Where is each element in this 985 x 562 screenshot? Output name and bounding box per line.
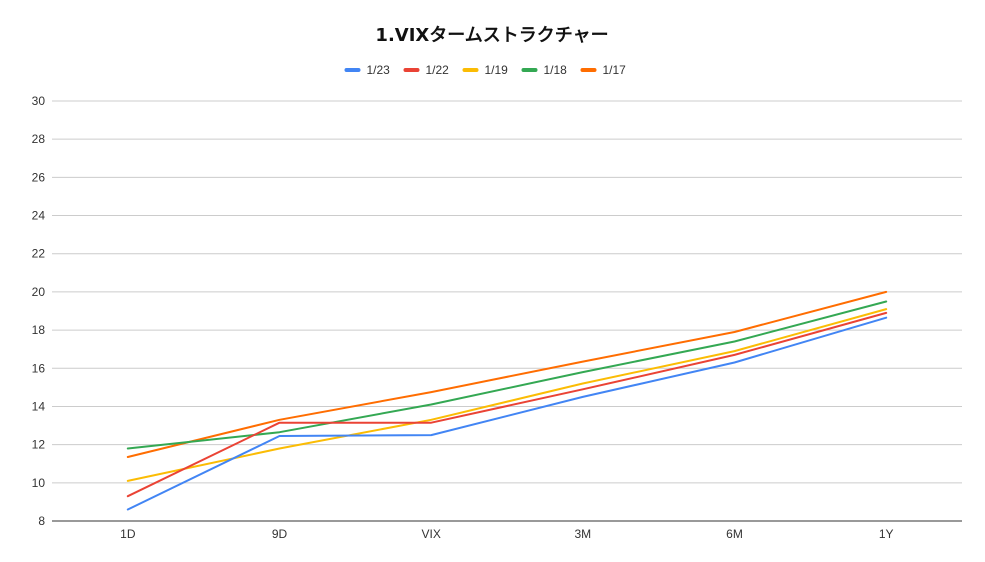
x-tick-label: 3M xyxy=(574,527,591,541)
series-line-1-17 xyxy=(126,290,888,458)
legend-item: 1/19 xyxy=(462,63,509,77)
legend-label: 1/17 xyxy=(603,63,627,77)
legend-label: 1/23 xyxy=(367,63,391,77)
y-tick-label: 8 xyxy=(38,514,45,528)
y-tick-label: 26 xyxy=(32,170,46,184)
legend-item: 1/18 xyxy=(521,63,568,77)
gridlines xyxy=(52,100,962,522)
y-axis: 8 10 12 14 16 18 20 22 24 26 28 30 xyxy=(32,94,46,528)
legend-item: 1/17 xyxy=(580,63,627,77)
legend: 1/23 1/22 1/19 1/18 1/17 xyxy=(344,63,627,77)
x-tick-label: 6M xyxy=(726,527,743,541)
x-tick-label: 9D xyxy=(272,527,288,541)
y-tick-label: 16 xyxy=(32,361,46,375)
legend-label: 1/22 xyxy=(426,63,450,77)
series-lines xyxy=(126,290,888,511)
legend-item: 1/22 xyxy=(403,63,450,77)
x-tick-label: 1D xyxy=(120,527,136,541)
legend-label: 1/18 xyxy=(544,63,568,77)
legend-label: 1/19 xyxy=(485,63,509,77)
series-line-1-19 xyxy=(126,308,888,482)
series-line-1-18 xyxy=(126,300,888,450)
legend-item: 1/23 xyxy=(344,63,391,77)
y-tick-label: 14 xyxy=(32,399,46,413)
x-axis: 1D 9D VIX 3M 6M 1Y xyxy=(120,527,893,541)
y-tick-label: 12 xyxy=(32,438,46,452)
y-tick-label: 22 xyxy=(32,247,46,261)
y-tick-label: 20 xyxy=(32,285,46,299)
series-line-1-22 xyxy=(126,311,888,498)
series-line-1-23 xyxy=(126,316,888,511)
y-tick-label: 30 xyxy=(32,94,46,108)
y-tick-label: 28 xyxy=(32,132,46,146)
chart-title: 1.VIXタームストラクチャー xyxy=(375,25,608,46)
x-tick-label: 1Y xyxy=(879,527,894,541)
y-tick-label: 24 xyxy=(32,209,46,223)
x-tick-label: VIX xyxy=(421,527,440,541)
y-tick-label: 18 xyxy=(32,323,46,337)
y-tick-label: 10 xyxy=(32,476,46,490)
